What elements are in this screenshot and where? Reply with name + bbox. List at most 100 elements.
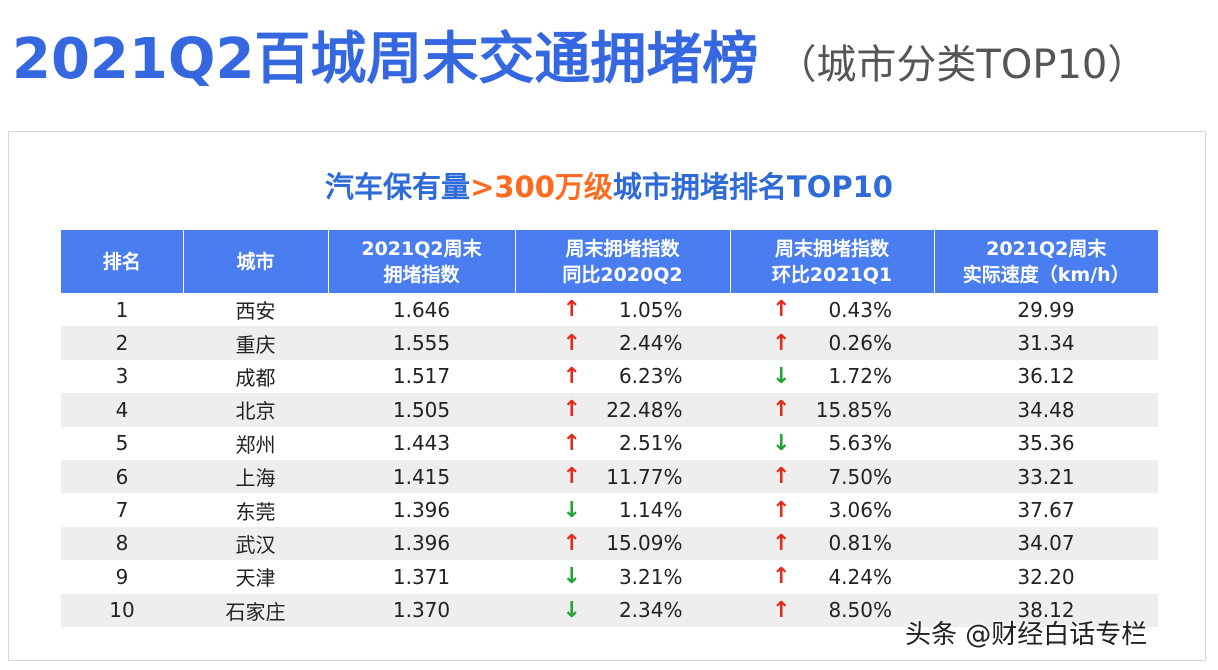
yoy-change-cell: ↑ 15.09% bbox=[515, 526, 730, 561]
speed-cell: 32.20 bbox=[1017, 564, 1075, 589]
speed-cell: 36.12 bbox=[1017, 364, 1075, 389]
congestion-index-cell: 1.396 bbox=[392, 498, 451, 523]
congestion-index-cell: 1.505 bbox=[328, 393, 515, 427]
qoq-change-cell-percent: 1.72% bbox=[828, 364, 892, 389]
congestion-index-cell: 1.443 bbox=[392, 431, 451, 456]
yoy-change-cell-percent: 1.05% bbox=[618, 297, 683, 322]
arrow-up-icon: ↑ bbox=[562, 530, 581, 556]
congestion-index-cell: 1.646 bbox=[392, 297, 451, 322]
qoq-change-cell-percent: 0.43% bbox=[828, 297, 892, 322]
arrow-down-icon: ↓ bbox=[772, 363, 791, 389]
yoy-change-cell-percent: 2.51% bbox=[618, 431, 683, 456]
city-cell: 天津 bbox=[235, 566, 276, 591]
column-header-line: 周末拥堵指数 bbox=[565, 237, 680, 260]
table-row: 4 北京 1.505 ↑ 22.48% ↑ 15.85% 34.48 bbox=[61, 393, 1158, 427]
arrow-up-icon: ↑ bbox=[562, 430, 581, 456]
yoy-change-cell-value: ↑ 6.23% bbox=[563, 364, 683, 389]
column-header: 周末拥堵指数 同比2020Q2 bbox=[515, 230, 731, 293]
qoq-change-cell: ↓ 1.72% bbox=[730, 360, 934, 393]
column-header: 2021Q2周末 拥堵指数 bbox=[328, 230, 516, 293]
city-cell: 西安 bbox=[235, 299, 276, 324]
arrow-up-icon: ↑ bbox=[562, 397, 581, 423]
congestion-index-cell: 1.371 bbox=[392, 564, 451, 589]
qoq-change-cell-percent: 3.06% bbox=[828, 498, 892, 523]
qoq-change-cell-percent: 4.24% bbox=[828, 564, 892, 589]
qoq-change-cell: ↓ 5.63% bbox=[730, 427, 934, 460]
arrow-up-icon: ↑ bbox=[562, 297, 581, 323]
arrow-down-icon: ↓ bbox=[562, 564, 581, 590]
speed-cell: 29.99 bbox=[1017, 297, 1075, 322]
yoy-change-cell-percent: 22.48% bbox=[606, 397, 683, 422]
arrow-up-icon: ↑ bbox=[772, 330, 791, 356]
yoy-change-cell-percent: 3.21% bbox=[618, 564, 683, 589]
column-header-line: 城市 bbox=[236, 250, 275, 273]
yoy-change-cell-percent: 6.23% bbox=[618, 364, 683, 389]
arrow-down-icon: ↓ bbox=[562, 597, 581, 623]
arrow-up-icon: ↑ bbox=[562, 330, 581, 356]
ranking-table: 排名 城市 2021Q2周末 拥堵指数 周末拥堵指数 同比2020Q2 周末拥堵指数 环比20… bbox=[61, 230, 1158, 627]
rank-cell: 1 bbox=[115, 297, 129, 322]
qoq-change-cell-value: ↑ 0.43% bbox=[772, 297, 892, 322]
congestion-index-cell: 1.415 bbox=[328, 459, 515, 494]
arrow-up-icon: ↑ bbox=[562, 363, 581, 389]
qoq-change-cell: ↑ 0.43% bbox=[730, 293, 934, 326]
congestion-index-cell: 1.517 bbox=[392, 364, 451, 389]
table-row: 7 东莞 1.396 ↓ 1.14% ↑ 3.06% 37.67 bbox=[61, 493, 1158, 526]
column-header-line: 实际速度（km/h） bbox=[962, 263, 1130, 286]
city-cell: 成都 bbox=[235, 365, 276, 390]
qoq-change-cell: ↑ 15.85% bbox=[730, 393, 934, 427]
yoy-change-cell-value: ↑ 22.48% bbox=[563, 397, 683, 422]
watermark: 头条 @财经白话专栏 bbox=[905, 620, 1148, 650]
qoq-change-cell-value: ↑ 8.50% bbox=[772, 598, 892, 623]
yoy-change-cell: ↓ 1.14% bbox=[515, 493, 730, 526]
table-body: 1 西安 1.646 ↑ 1.05% ↑ 0.43% 29.99 2 重庆 1.555 ↑ 2.44% ↑… bbox=[61, 293, 1158, 627]
yoy-change-cell-percent: 11.77% bbox=[606, 464, 683, 489]
qoq-change-cell-percent: 5.63% bbox=[828, 431, 892, 456]
qoq-change-cell-percent: 8.50% bbox=[828, 598, 892, 623]
speed-cell: 35.36 bbox=[1017, 431, 1075, 456]
yoy-change-cell: ↑ 2.51% bbox=[515, 427, 730, 460]
page-title: 2021Q2百城周末交通拥堵榜 （城市分类TOP10） bbox=[12, 14, 1147, 95]
rank-cell: 6 bbox=[61, 459, 183, 494]
congestion-index-cell: 1.396 bbox=[328, 526, 515, 561]
qoq-change-cell-value: ↑ 0.81% bbox=[772, 531, 892, 556]
yoy-change-cell-value: ↓ 2.34% bbox=[563, 598, 683, 623]
yoy-change-cell: ↓ 3.21% bbox=[515, 560, 730, 593]
arrow-up-icon: ↑ bbox=[772, 497, 791, 523]
column-header-line: 周末拥堵指数 bbox=[774, 237, 889, 260]
table-row: 3 成都 1.517 ↑ 6.23% ↓ 1.72% 36.12 bbox=[61, 360, 1158, 393]
table-title-part-c: 城市拥堵排名TOP10 bbox=[612, 170, 893, 204]
yoy-change-cell-percent: 2.44% bbox=[618, 331, 683, 356]
city-cell: 重庆 bbox=[183, 326, 328, 360]
yoy-change-cell: ↑ 2.44% bbox=[515, 326, 730, 360]
arrow-up-icon: ↑ bbox=[772, 464, 791, 490]
qoq-change-cell-value: ↑ 15.85% bbox=[772, 397, 892, 422]
qoq-change-cell: ↑ 3.06% bbox=[730, 493, 934, 526]
sub-title: （城市分类TOP10） bbox=[776, 42, 1148, 88]
qoq-change-cell-percent: 0.81% bbox=[828, 531, 892, 556]
speed-cell: 33.21 bbox=[934, 459, 1158, 494]
yoy-change-cell: ↑ 1.05% bbox=[515, 293, 730, 326]
table-row: 5 郑州 1.443 ↑ 2.51% ↓ 5.63% 35.36 bbox=[61, 427, 1158, 460]
qoq-change-cell-percent: 15.85% bbox=[815, 397, 892, 422]
qoq-change-cell-value: ↑ 0.26% bbox=[772, 331, 892, 356]
congestion-index-cell: 1.555 bbox=[328, 326, 515, 360]
column-header-line: 拥堵指数 bbox=[383, 263, 460, 286]
column-header: 周末拥堵指数 环比2021Q1 bbox=[730, 230, 935, 293]
speed-cell: 38.12 bbox=[934, 593, 1158, 627]
speed-cell: 34.07 bbox=[934, 526, 1158, 561]
qoq-change-cell: ↑ 7.50% bbox=[730, 459, 934, 494]
yoy-change-cell-percent: 2.34% bbox=[618, 598, 683, 623]
city-cell: 上海 bbox=[183, 459, 328, 494]
city-cell: 北京 bbox=[183, 393, 328, 427]
qoq-change-cell: ↑ 4.24% bbox=[730, 560, 934, 593]
arrow-up-icon: ↑ bbox=[772, 530, 791, 556]
column-header-line: 排名 bbox=[102, 250, 141, 273]
column-header-line: 2021Q2周末 bbox=[361, 237, 482, 260]
table-row: 8 武汉 1.396 ↑ 15.09% ↑ 0.81% 34.07 bbox=[61, 526, 1158, 561]
qoq-change-cell-value: ↑ 4.24% bbox=[772, 564, 892, 589]
arrow-up-icon: ↑ bbox=[562, 464, 581, 490]
column-header: 排名 bbox=[61, 230, 184, 293]
qoq-change-cell-value: ↓ 1.72% bbox=[772, 364, 892, 389]
table-row: 2 重庆 1.555 ↑ 2.44% ↑ 0.26% 31.34 bbox=[61, 326, 1158, 360]
